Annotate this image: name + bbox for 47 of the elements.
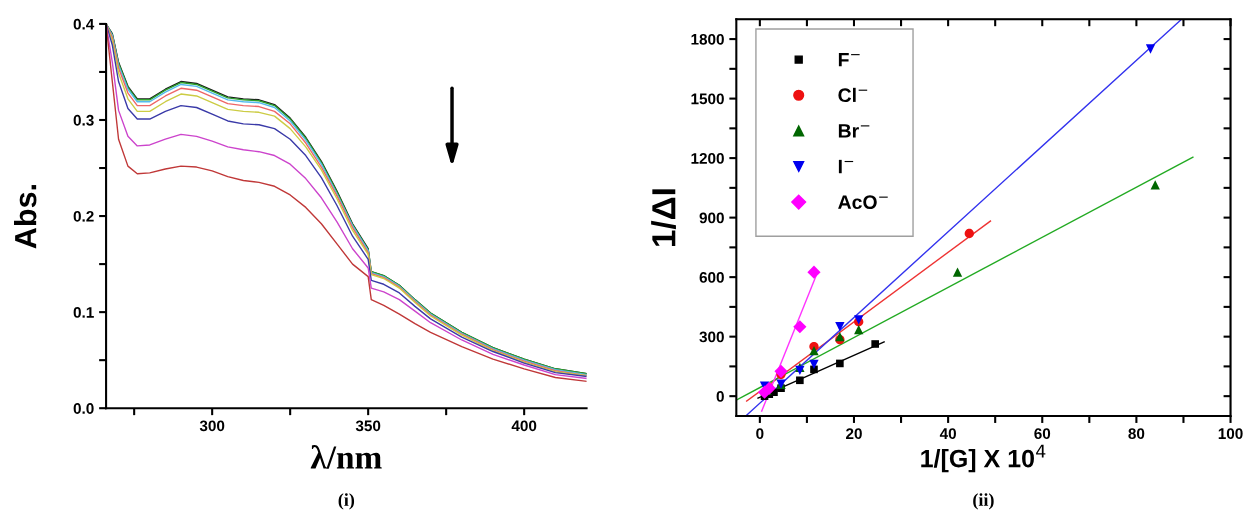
point <box>854 325 864 335</box>
x-tick-label: 350 <box>355 420 381 432</box>
y-axis-title: 1/ΔI <box>651 189 676 247</box>
point <box>964 228 974 239</box>
text: (ii) <box>973 493 994 510</box>
y-tick-label: 900 <box>699 212 724 224</box>
y-tick-label: 0.2 <box>73 210 94 222</box>
y-tick-label: 0 <box>716 391 724 402</box>
point <box>1145 44 1156 54</box>
x-axis-title: λ/nm <box>310 445 382 469</box>
x-tick-label: 80 <box>1128 428 1145 440</box>
x-tick-label: 100 <box>1218 428 1243 440</box>
point <box>809 359 819 370</box>
x-tick-label: 60 <box>1034 428 1051 440</box>
legend-label: Br$^{−}$ <box>838 124 870 138</box>
point <box>774 364 788 378</box>
legend-label: I$^{−}$ <box>838 159 854 174</box>
y-tick-label: 0.4 <box>73 18 95 30</box>
point <box>836 359 844 368</box>
point <box>793 320 807 334</box>
y-tick-label: 0.1 <box>73 307 94 318</box>
y-tick-label: 300 <box>699 331 724 343</box>
point <box>796 376 804 385</box>
x-tick-label: 300 <box>199 420 225 432</box>
point <box>952 267 963 277</box>
x-axis-title: 1/[G] X 10$^{4}$ <box>921 444 1046 473</box>
y-tick-label: 1200 <box>691 152 724 164</box>
y-tick-label: 0.0 <box>73 403 94 414</box>
text: (i) <box>338 493 355 510</box>
x-tick-label: 40 <box>939 428 956 440</box>
legend-label: AcO$^{−}$ <box>838 195 888 210</box>
point <box>809 345 819 356</box>
x-tick-label: 400 <box>511 420 537 432</box>
point <box>807 265 821 279</box>
point <box>1150 180 1160 190</box>
y-tick-label: 0.3 <box>73 114 94 126</box>
legend-label: Cl$^{−}$ <box>838 87 868 103</box>
y-tick-label: 600 <box>699 272 724 283</box>
point <box>835 322 845 332</box>
y-axis-title: Abs. <box>14 185 37 249</box>
x-tick-label: 0 <box>756 428 764 440</box>
point <box>810 365 818 374</box>
x-tick-label: 20 <box>846 428 862 440</box>
y-tick-label: 1800 <box>691 33 724 45</box>
point <box>871 340 879 348</box>
y-tick-label: 1500 <box>691 93 724 105</box>
legend-label: F$^{−}$ <box>838 52 860 67</box>
